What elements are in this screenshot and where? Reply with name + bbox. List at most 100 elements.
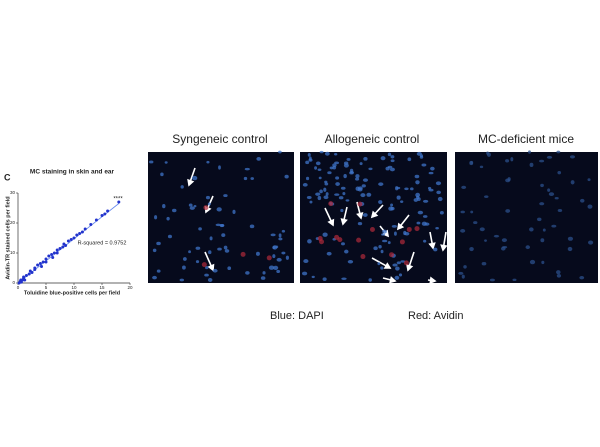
cell xyxy=(307,239,312,244)
cell xyxy=(156,269,161,273)
cell xyxy=(396,261,401,265)
cell xyxy=(587,204,593,209)
cell xyxy=(317,195,322,201)
cell xyxy=(272,254,276,259)
cell xyxy=(557,170,562,175)
cell xyxy=(382,239,388,243)
point xyxy=(47,254,51,258)
cell xyxy=(500,246,506,251)
cell xyxy=(529,259,536,265)
cell xyxy=(179,278,185,282)
cell xyxy=(357,201,363,207)
cell xyxy=(489,278,495,282)
cell xyxy=(311,275,315,279)
cell xyxy=(326,251,332,256)
cell xyxy=(337,237,343,243)
cell xyxy=(315,161,321,166)
cell xyxy=(256,156,262,161)
arrow-head xyxy=(370,210,379,219)
point xyxy=(100,214,104,217)
cell xyxy=(430,166,435,171)
cell xyxy=(166,216,170,221)
cell xyxy=(276,269,281,274)
cell xyxy=(221,233,226,237)
cell xyxy=(414,226,420,232)
cell xyxy=(469,247,474,252)
cell xyxy=(380,249,384,254)
point xyxy=(58,247,62,250)
annotation: R-squared = 0.9752 xyxy=(78,240,127,246)
chart-title: MC staining in skin and ear xyxy=(30,169,115,176)
cell xyxy=(359,162,363,166)
cell xyxy=(162,204,166,209)
cell xyxy=(486,152,491,157)
point xyxy=(55,248,59,252)
x-tick-label: 15 xyxy=(99,285,105,290)
cell xyxy=(554,196,559,200)
cell xyxy=(416,221,421,225)
cell xyxy=(324,151,330,156)
cell xyxy=(569,155,576,159)
cell xyxy=(556,150,561,154)
cell xyxy=(188,203,193,207)
cell xyxy=(324,182,329,186)
cell xyxy=(539,202,545,206)
cell xyxy=(343,173,347,179)
cell xyxy=(223,245,228,250)
cell xyxy=(171,208,177,213)
cell xyxy=(505,209,511,213)
x-tick-label: 20 xyxy=(127,285,133,290)
cell xyxy=(479,227,485,232)
cell xyxy=(152,248,157,253)
cell xyxy=(439,211,444,215)
cell xyxy=(368,278,372,282)
cell xyxy=(205,195,211,200)
cell xyxy=(284,174,289,179)
cell xyxy=(346,157,351,161)
cell xyxy=(373,246,378,251)
cell xyxy=(435,181,442,186)
arrow-head xyxy=(187,178,195,187)
cell xyxy=(322,232,328,237)
point xyxy=(30,271,34,274)
cell xyxy=(435,226,439,230)
cell xyxy=(152,275,157,280)
cell xyxy=(268,265,275,270)
cell xyxy=(407,157,412,162)
cell xyxy=(273,265,279,270)
cell xyxy=(328,201,334,207)
cell xyxy=(398,273,403,277)
cell xyxy=(547,188,551,192)
cell xyxy=(341,242,345,246)
cell xyxy=(567,236,574,241)
x-axis-label: Toluidine blue-positive cells per field xyxy=(24,290,120,296)
cell xyxy=(180,185,184,189)
panel: Syngeneic control xyxy=(148,132,294,283)
cell xyxy=(417,210,424,215)
cell xyxy=(349,171,354,175)
cell xyxy=(262,271,266,275)
point xyxy=(55,251,59,255)
cell xyxy=(325,192,329,196)
panel: Allogeneic control xyxy=(300,132,447,283)
point xyxy=(33,266,37,270)
cell xyxy=(149,160,154,164)
cell xyxy=(278,233,282,238)
cell xyxy=(505,178,511,183)
point xyxy=(51,256,55,259)
cell xyxy=(208,250,212,255)
cell xyxy=(400,200,404,203)
cell xyxy=(203,205,209,211)
cell xyxy=(285,255,290,260)
cell xyxy=(378,182,384,186)
point xyxy=(106,209,110,213)
cell xyxy=(404,187,409,191)
cell xyxy=(160,172,164,177)
cell xyxy=(381,233,385,236)
cell xyxy=(340,208,344,213)
point xyxy=(69,238,73,241)
cell xyxy=(567,246,573,252)
point xyxy=(52,251,56,255)
cell xyxy=(461,274,465,279)
point xyxy=(44,257,48,261)
